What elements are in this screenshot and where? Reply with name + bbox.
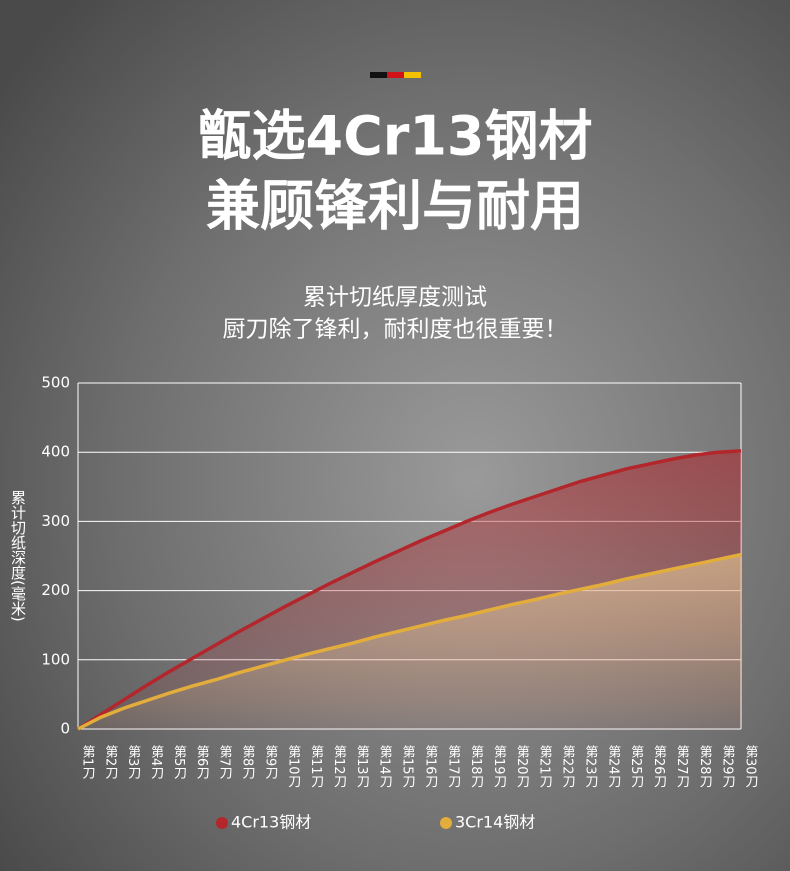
- y-axis-label: 累计切纸深度(毫米): [9, 490, 27, 622]
- x-tick-label: 第23刀: [582, 745, 598, 789]
- y-tick-label: 400: [41, 443, 70, 461]
- x-tick-label: 第17刀: [445, 745, 461, 789]
- series-area: [78, 554, 741, 729]
- series-line: [77, 449, 742, 731]
- x-tick-label: 第1刀: [80, 745, 96, 781]
- y-tick-label: 100: [41, 650, 70, 668]
- x-tick-label: 第27刀: [674, 745, 690, 789]
- x-tick-label: 第20刀: [514, 745, 530, 789]
- series-line: [77, 552, 742, 731]
- x-tick-label: 第19刀: [491, 745, 507, 789]
- legend-label: 4Cr13钢材: [231, 813, 311, 832]
- flag-black: [370, 72, 387, 78]
- y-tick-label: 0: [60, 720, 70, 738]
- x-tick-label: 第5刀: [171, 745, 187, 781]
- y-tick-label: 200: [41, 581, 70, 599]
- x-tick-label: 第8刀: [240, 745, 256, 781]
- x-tick-label: 第6刀: [194, 745, 210, 781]
- legend-swatch: [440, 817, 452, 829]
- x-tick-label: 第11刀: [308, 745, 324, 789]
- legend-swatch: [216, 817, 228, 829]
- x-tick-label: 第22刀: [560, 745, 576, 789]
- x-tick-label: 第2刀: [102, 745, 118, 781]
- x-tick-label: 第3刀: [125, 745, 141, 781]
- title-line: 甑选4Cr13钢材: [198, 105, 593, 168]
- x-tick-label: 第16刀: [422, 745, 438, 789]
- x-tick-label: 第12刀: [331, 745, 347, 789]
- legend-label: 3Cr14钢材: [455, 813, 535, 832]
- y-tick-label: 500: [41, 374, 70, 392]
- y-tick-label: 300: [41, 512, 70, 530]
- title-line: 兼顾锋利与耐用: [206, 175, 584, 238]
- subtitle-line: 累计切纸厚度测试: [303, 285, 487, 311]
- x-tick-label: 第25刀: [628, 745, 644, 789]
- x-tick-label: 第29刀: [720, 745, 736, 789]
- x-tick-label: 第28刀: [697, 745, 713, 789]
- x-tick-label: 第14刀: [377, 745, 393, 789]
- x-tick-label: 第7刀: [217, 745, 233, 781]
- x-tick-label: 第13刀: [354, 745, 370, 789]
- x-tick-label: 第10刀: [285, 745, 301, 789]
- x-tick-label: 第24刀: [605, 745, 621, 789]
- x-tick-label: 第21刀: [537, 745, 553, 789]
- x-tick-label: 第4刀: [148, 745, 164, 781]
- x-tick-label: 第9刀: [262, 745, 278, 781]
- x-tick-label: 第15刀: [400, 745, 416, 789]
- flag-red: [387, 72, 404, 78]
- x-tick-label: 第18刀: [468, 745, 484, 789]
- subtitle-line: 厨刀除了锋利，耐利度也很重要！: [223, 317, 568, 343]
- x-tick-label: 第30刀: [743, 745, 759, 789]
- x-tick-label: 第26刀: [651, 745, 667, 789]
- flag-gold: [404, 72, 421, 78]
